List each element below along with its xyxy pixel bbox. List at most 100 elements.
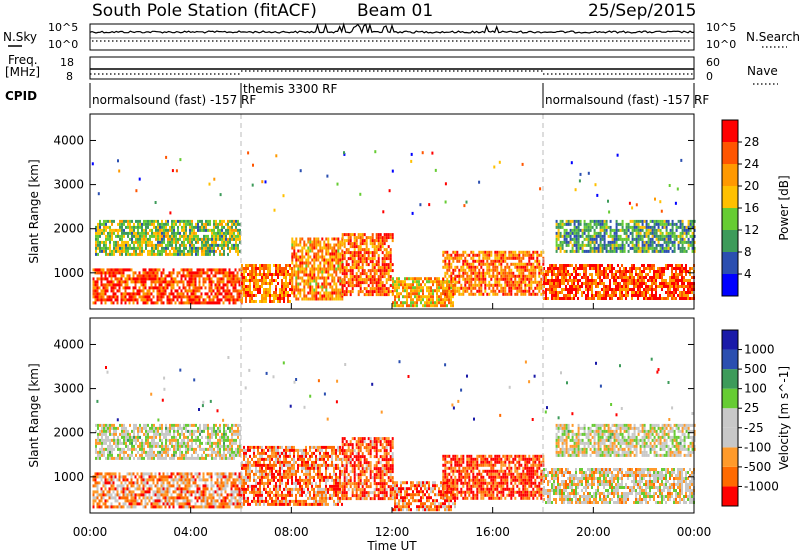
power-cells-cell: [289, 279, 291, 282]
vel-cells-cell: [116, 505, 119, 509]
power-cells-cell: [269, 291, 271, 294]
power-cells-cell: [484, 250, 487, 254]
power-cells-cell: [440, 301, 442, 305]
power-cells-cell: [577, 219, 580, 223]
vel-cells-cell: [132, 490, 135, 494]
power-cells-cell: [359, 251, 362, 255]
power-cells-cell: [337, 276, 340, 280]
power-cells-cell: [609, 279, 611, 282]
power-cells-cell: [190, 268, 193, 272]
power-cells-cell: [655, 279, 657, 282]
power-cells-cell: [157, 252, 159, 256]
power-cells-cell: [649, 297, 651, 300]
power-cells-cell: [263, 279, 265, 282]
power-cells-cell: [496, 292, 499, 296]
power-cells-cell: [436, 304, 438, 308]
power-cells-cell: [327, 237, 330, 241]
power-cells-cell: [200, 271, 203, 275]
power-cells-cell: [683, 285, 685, 288]
power-cells-cell: [227, 228, 229, 232]
vel-cells-cell: [150, 478, 153, 482]
power-cells-cell: [100, 301, 103, 305]
power-cells-speck: [431, 151, 434, 155]
power-cells-cell: [119, 252, 121, 256]
power-cells-cell: [209, 249, 211, 253]
cpid-label: CPID: [5, 89, 37, 103]
power-cells-cell: [341, 287, 344, 291]
power-cells-cell: [311, 258, 314, 262]
power-cells-cell: [315, 285, 318, 289]
power-cells-cell: [107, 237, 109, 241]
power-cells-cell: [172, 277, 175, 281]
power-cells-cell: [273, 297, 275, 300]
power-cells-cell: [305, 282, 308, 286]
power-cells-cell: [464, 256, 467, 260]
power-cells-cell: [599, 237, 602, 241]
power-cells-cell: [516, 292, 519, 296]
power-cells-cell: [633, 246, 636, 250]
power-cells-cell: [151, 222, 153, 226]
power-cells-cell: [375, 263, 378, 267]
power-cells-cell: [657, 267, 659, 270]
power-cells-cell: [121, 231, 123, 235]
power-cells-cell: [468, 274, 471, 278]
power-cells-cell: [137, 228, 139, 232]
power-cells-cell: [369, 290, 372, 294]
power-cells-cell: [655, 270, 657, 273]
power-cells-cell: [232, 271, 235, 275]
power-cells-cell: [371, 233, 374, 237]
power-cells-cell: [633, 294, 635, 297]
power-cells-cell: [355, 284, 358, 288]
power-cells-cell: [649, 270, 651, 273]
power-cells-cell: [470, 262, 473, 266]
power-cells-cell: [303, 297, 306, 301]
vel-cells-cell: [106, 499, 109, 503]
power-cells-cell: [301, 255, 304, 259]
power-cells-cell: [577, 279, 579, 282]
vel-cells-cell: [136, 487, 139, 491]
power-cells-cell: [221, 240, 223, 244]
power-cells-cell: [381, 251, 384, 255]
power-cells-cell: [116, 289, 119, 293]
power-cells-cell: [681, 270, 683, 273]
power-cells-cell: [571, 285, 573, 288]
power-cells-cell: [221, 234, 223, 238]
power-cells-cell: [145, 246, 147, 250]
power-cells-cell: [420, 283, 422, 287]
power-cells-cell: [653, 273, 655, 276]
power-cells-cell: [385, 233, 388, 237]
power-cells-cell: [432, 304, 434, 308]
power-cells-cell: [671, 234, 674, 238]
power-cells-cell: [333, 246, 336, 250]
power-cells-cell: [132, 298, 135, 302]
power-cells-cell: [102, 286, 105, 290]
power-cells-cell: [577, 243, 580, 247]
power-cells-cell: [235, 240, 237, 244]
power-cells-cell: [141, 252, 143, 256]
power-cells-cell: [569, 297, 571, 300]
power-cells-cell: [193, 234, 195, 238]
power-cells-cell: [124, 289, 127, 293]
power-cells-cell: [396, 283, 398, 287]
power-cells-cell: [235, 246, 237, 250]
power-cells-cell: [381, 245, 384, 249]
power-cells-cell: [474, 271, 477, 275]
power-cells-cell: [452, 289, 455, 293]
power-cells-cell: [357, 278, 360, 282]
power-cells-cell: [585, 273, 587, 276]
power-cells-cell: [476, 259, 479, 263]
power-cells-cell: [488, 256, 491, 260]
power-cells-cell: [565, 222, 568, 226]
power-cells-cell: [162, 280, 165, 284]
power-cells-cell: [514, 265, 517, 269]
vel-cells-cell: [136, 472, 139, 476]
power-cells-cell: [147, 219, 149, 223]
power-cells-cell: [229, 231, 231, 235]
power-cells-cell: [583, 273, 585, 276]
power-cells-cell: [371, 257, 374, 261]
power-cells-cell: [510, 289, 513, 293]
power-cells-cell: [111, 237, 113, 241]
power-cells-cell: [174, 301, 177, 305]
power-cells-cell: [317, 285, 320, 289]
power-cells-cell: [151, 228, 153, 232]
